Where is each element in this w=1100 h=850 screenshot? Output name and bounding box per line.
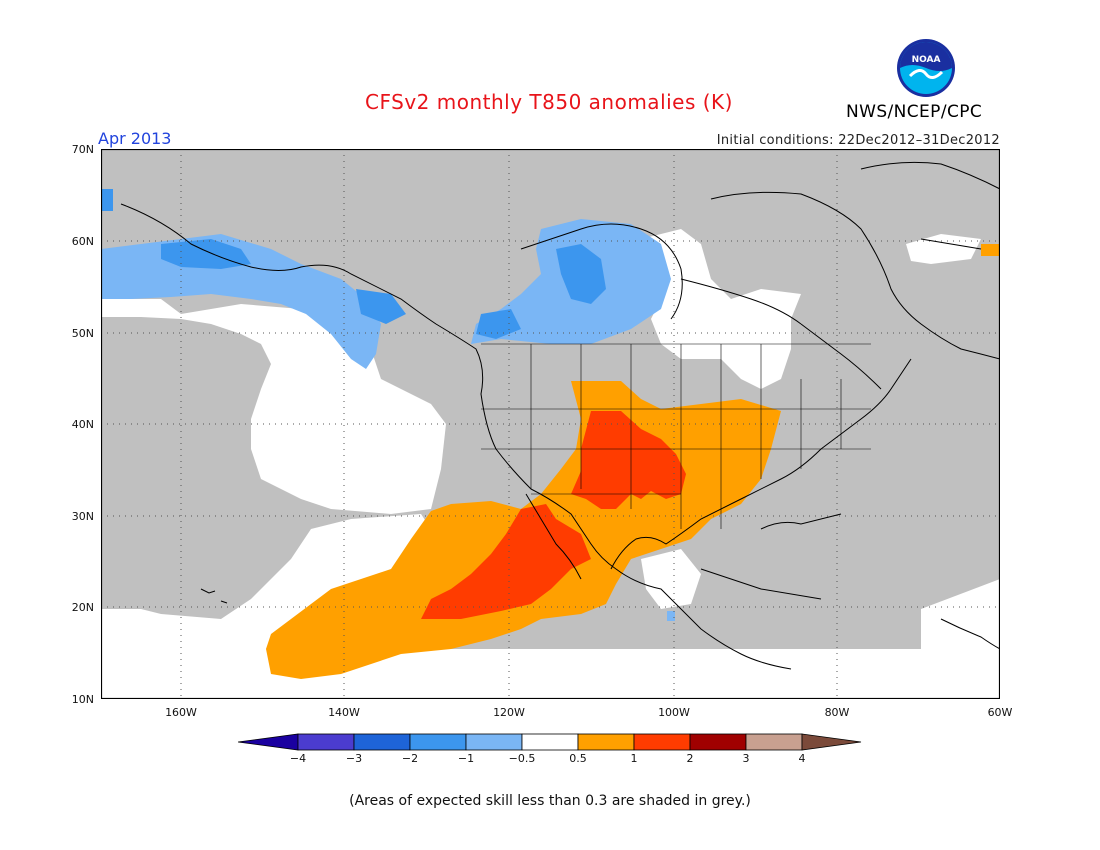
colorbar-label: 4: [798, 752, 806, 765]
colorbar-label: −3: [345, 752, 363, 765]
neutral-region-caribbean: [921, 579, 1000, 649]
positive-anomaly-core-red: [571, 411, 686, 509]
coastlines: [120, 161, 1000, 670]
lat-label-20n: 20N: [71, 601, 94, 614]
colorbar-label: −4: [289, 752, 307, 765]
lon-label-60w: 60W: [987, 706, 1013, 719]
lat-label-70n: 70N: [71, 143, 94, 156]
anomaly-map: [101, 149, 1000, 699]
colorbar-bin-6: [577, 733, 635, 751]
negative-anomaly-gulf-alaska-medium: [356, 289, 406, 324]
colorbar-label: 1: [630, 752, 638, 765]
neutral-region-pacific-south: [101, 514, 431, 649]
neutral-region-labrador: [906, 234, 981, 264]
colorbar-label: 0.5: [569, 752, 587, 765]
colorbar-label: −1: [457, 752, 475, 765]
colorbar-bin-2: [353, 733, 411, 751]
lat-label-10n: 10N: [71, 693, 94, 706]
colorbar-bin-1: [297, 733, 355, 751]
colorbar-label: 2: [686, 752, 694, 765]
noaa-logo-text: NOAA: [912, 55, 941, 65]
skill-footnote: (Areas of expected skill less than 0.3 a…: [349, 793, 751, 809]
noaa-logo: NOAA: [897, 39, 955, 97]
colorbar-bin-8: [689, 733, 747, 751]
lon-label-140w: 140W: [328, 706, 360, 719]
agency-label: NWS/NCEP/CPC: [846, 102, 983, 122]
chart-title: CFSv2 monthly T850 anomalies (K): [365, 90, 733, 114]
lon-label-80w: 80W: [824, 706, 850, 719]
neutral-region-south: [101, 649, 1000, 699]
colorbar-bin-4: [465, 733, 523, 751]
positive-anomaly-east-light: [981, 244, 1000, 256]
lon-label-100w: 100W: [658, 706, 690, 719]
colorbar-bin-7: [633, 733, 691, 751]
political-borders: [481, 343, 871, 529]
forecast-month-label: Apr 2013: [98, 129, 172, 148]
colorbar-bin-5: [521, 733, 579, 751]
colorbar-arrow-left: [238, 733, 299, 751]
lat-label-50n: 50N: [71, 327, 94, 340]
lon-label-120w: 120W: [493, 706, 525, 719]
colorbar-bin-9: [745, 733, 803, 751]
map-frame: [101, 149, 1000, 699]
lat-label-30n: 30N: [71, 510, 94, 523]
lat-label-40n: 40N: [71, 418, 94, 431]
colorbar-arrow-right: [801, 733, 862, 751]
lon-label-160w: 160W: [165, 706, 197, 719]
negative-anomaly-far-west: [101, 189, 113, 211]
negative-anomaly-nw-medium: [476, 309, 521, 339]
colorbar-label: 3: [742, 752, 750, 765]
neutral-region-gulf: [641, 549, 701, 609]
colorbar-label: −2: [401, 752, 419, 765]
negative-anomaly-centralamerica: [667, 611, 675, 621]
negative-anomaly-alaska-light: [101, 234, 381, 369]
initial-conditions-label: Initial conditions: 22Dec2012–31Dec2012: [716, 133, 1000, 148]
colorbar-bin-3: [409, 733, 467, 751]
lat-label-60n: 60N: [71, 235, 94, 248]
negative-anomaly-hudson-medium: [556, 244, 606, 304]
colorbar: [238, 733, 862, 751]
colorbar-label: −0.5: [508, 752, 536, 765]
positive-anomaly-mexico-red: [421, 504, 591, 619]
negative-anomaly-alaska-medium: [161, 239, 251, 269]
